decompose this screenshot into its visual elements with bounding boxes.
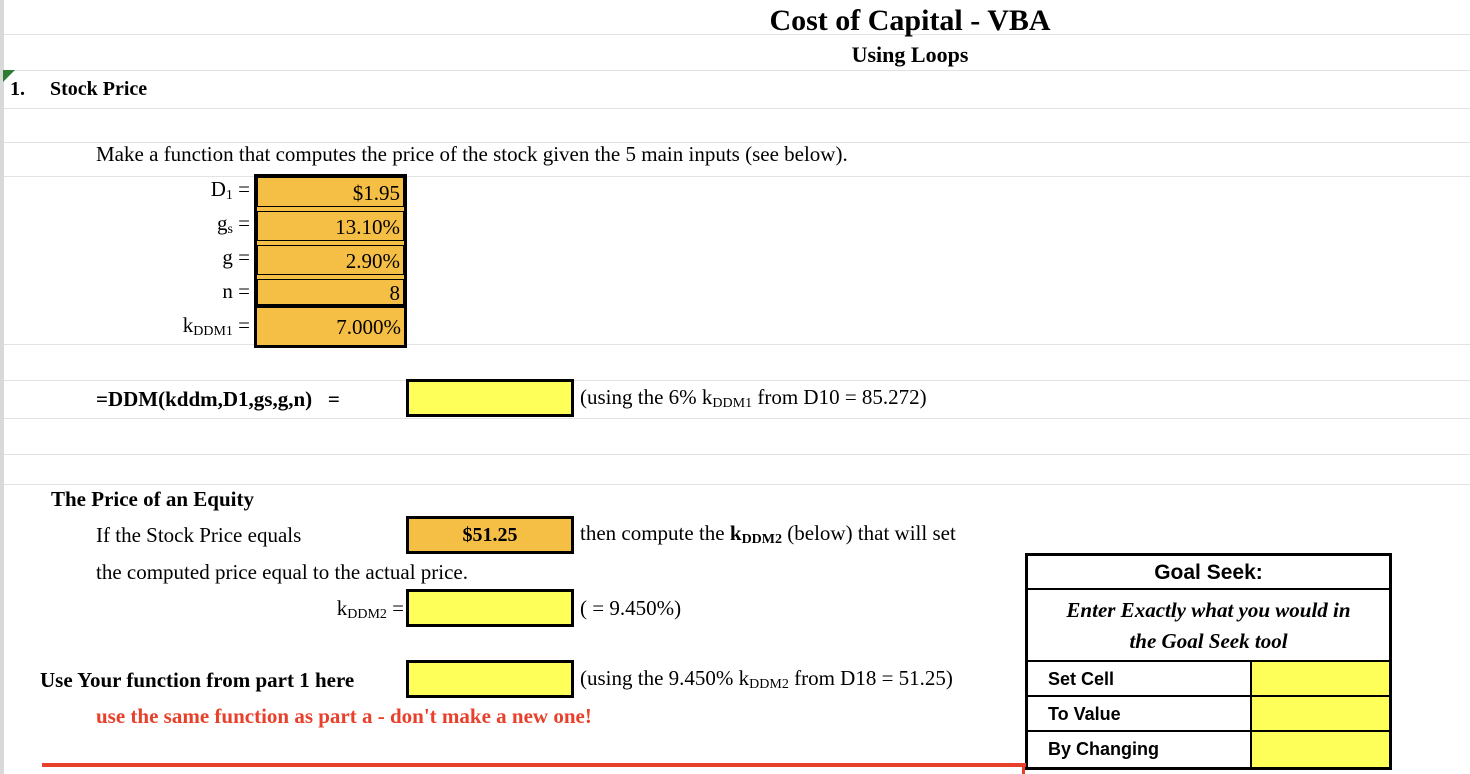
cell-kddm1[interactable]: 7.000% xyxy=(257,310,404,345)
kddm2-cell[interactable] xyxy=(406,589,574,627)
equity-line1-suffix: then compute the kDDM2 (below) that will… xyxy=(580,521,956,547)
page-subtitle: Using Loops xyxy=(851,42,969,67)
goal-seek-by-changing-input[interactable] xyxy=(1250,732,1389,767)
cell-d1[interactable]: $1.95 xyxy=(257,177,404,207)
section-heading: Stock Price xyxy=(50,78,148,100)
part1-label: Use Your function from part 1 here xyxy=(40,668,355,692)
goal-seek-label: By Changing xyxy=(1048,739,1159,759)
label-n: n = xyxy=(222,279,250,303)
goal-seek-set-cell-input[interactable] xyxy=(1250,662,1389,695)
cell-gs[interactable]: 13.10% xyxy=(257,211,404,241)
ddm-note: (using the 6% kDDM1 from D10 = 85.272) xyxy=(580,385,927,411)
goal-seek-to-value-input[interactable] xyxy=(1250,697,1389,730)
goal-seek-description: Enter Exactly what you would in the Goal… xyxy=(1028,590,1389,662)
ddm-result-cell[interactable] xyxy=(406,379,574,417)
label-g: g = xyxy=(222,245,250,269)
label-gs: gs = xyxy=(216,211,250,237)
equity-line1-prefix: If the Stock Price equals xyxy=(96,523,302,547)
goal-seek-title: Goal Seek: xyxy=(1028,556,1389,590)
stock-price-cell[interactable]: $51.25 xyxy=(406,516,574,554)
goal-seek-row-by-changing: By Changing xyxy=(1028,732,1389,767)
section-divider-line xyxy=(42,763,1026,767)
goal-seek-label: Set Cell xyxy=(1048,669,1115,689)
part1-result-cell[interactable] xyxy=(406,660,574,698)
cell-n[interactable]: 8 xyxy=(257,279,404,305)
goal-seek-row-set-cell: Set Cell xyxy=(1028,662,1389,697)
goal-seek-row-to-value: To Value xyxy=(1028,697,1389,732)
page-title: Cost of Capital - VBA xyxy=(769,4,1051,37)
part1-note: (using the 9.450% kDDM2 from D18 = 51.25… xyxy=(580,666,953,692)
kddm2-note: ( = 9.450%) xyxy=(580,596,682,620)
sheet-left-edge xyxy=(0,0,4,774)
goal-seek-table: Goal Seek: Enter Exactly what you would … xyxy=(1025,553,1392,770)
ddm-formula-label: =DDM(kddm,D1,gs,g,n) = xyxy=(96,387,340,411)
label-kddm2: kDDM2 = xyxy=(336,596,404,622)
equity-line2: the computed price equal to the actual p… xyxy=(96,560,469,584)
instruction-text: Make a function that computes the price … xyxy=(96,142,848,166)
label-kddm1: kDDM1 = xyxy=(182,313,250,339)
section-number: 1. xyxy=(10,78,25,100)
label-d1: D1 = xyxy=(210,177,250,203)
goal-seek-label: To Value xyxy=(1048,704,1121,724)
part1-warning: use the same function as part a - don't … xyxy=(96,704,592,728)
cell-g[interactable]: 2.90% xyxy=(257,245,404,275)
equity-heading: The Price of an Equity xyxy=(51,487,254,511)
section-divider-line-vertical xyxy=(1022,763,1025,774)
cell-comment-indicator xyxy=(3,70,15,82)
